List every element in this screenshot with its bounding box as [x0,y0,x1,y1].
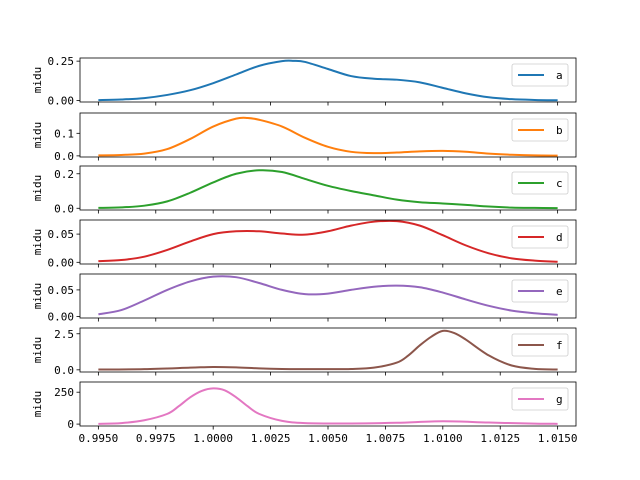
x-tick-label: 1.0125 [480,432,520,445]
panel-c: 0.0 0.2 midu c [31,165,577,215]
panel-d: 0.00 0.05 midu d [31,219,577,269]
y-axis-label: midu [31,229,44,256]
legend-g: g [511,387,569,411]
legend-e: e [511,279,569,303]
legend-a: a [511,63,569,87]
y-tick-label: 0.05 [48,228,75,241]
legend-f: f [511,333,569,357]
series-line-d [98,220,558,263]
panel-g: 0.9950 0.9975 1.0000 1.0025 1.0050 1.0075 1.01… [31,381,578,445]
panel-f: 0.0 2.5 midu f [31,327,577,377]
x-tick-label: 1.0025 [251,432,291,445]
legend-label: d [556,231,563,244]
y-tick-label: 0.0 [54,150,74,163]
y-axis-label: midu [31,175,44,202]
series-line-g [98,387,558,425]
y-tick-label: 0.0 [54,202,74,215]
legend-label: b [556,124,563,137]
y-tick-label: 0.25 [48,55,75,68]
legend-label: g [556,393,563,406]
y-axis-label: midu [31,67,44,94]
y-tick-label: 0.05 [48,284,75,297]
x-tick-label: 1.0000 [193,432,233,445]
y-tick-label: 0.00 [48,94,75,107]
panel-a: 0.00 0.25 midu a [31,55,577,107]
y-tick-label: 0.00 [48,310,75,323]
y-axis-label: midu [31,337,44,364]
y-tick-label: 0.2 [54,168,74,181]
series-line-b [98,116,558,157]
y-axis-label: midu [31,122,44,149]
y-tick-label: 0.0 [54,364,74,377]
x-tick-label: 1.0100 [423,432,463,445]
legend-label: a [556,69,563,82]
panel-e: 0.00 0.05 midu e [31,273,577,323]
legend-b: b [511,118,569,142]
y-axis-label: midu [31,391,44,418]
legend-label: c [556,177,563,190]
y-tick-label: 0.00 [48,256,75,269]
x-tick-label: 1.0075 [366,432,406,445]
x-tick-label: 0.9950 [78,432,118,445]
series-line-a [98,59,558,102]
series-line-f [98,329,558,371]
x-tick-label: 1.0050 [308,432,348,445]
y-tick-label: 0.1 [54,127,74,140]
x-tick-label: 0.9975 [136,432,176,445]
x-tick-label: 1.0150 [538,432,578,445]
y-tick-label: 0 [67,418,74,431]
legend-c: c [511,171,569,195]
legend-d: d [511,225,569,249]
legend-label: e [556,285,563,298]
series-line-c [98,169,558,210]
y-axis-label: midu [31,283,44,310]
panel-b: 0.0 0.1 midu b [31,112,577,163]
legend-label: f [556,339,563,352]
y-tick-label: 250 [54,386,74,399]
series-line-e [98,275,558,316]
y-tick-label: 2.5 [54,328,74,341]
